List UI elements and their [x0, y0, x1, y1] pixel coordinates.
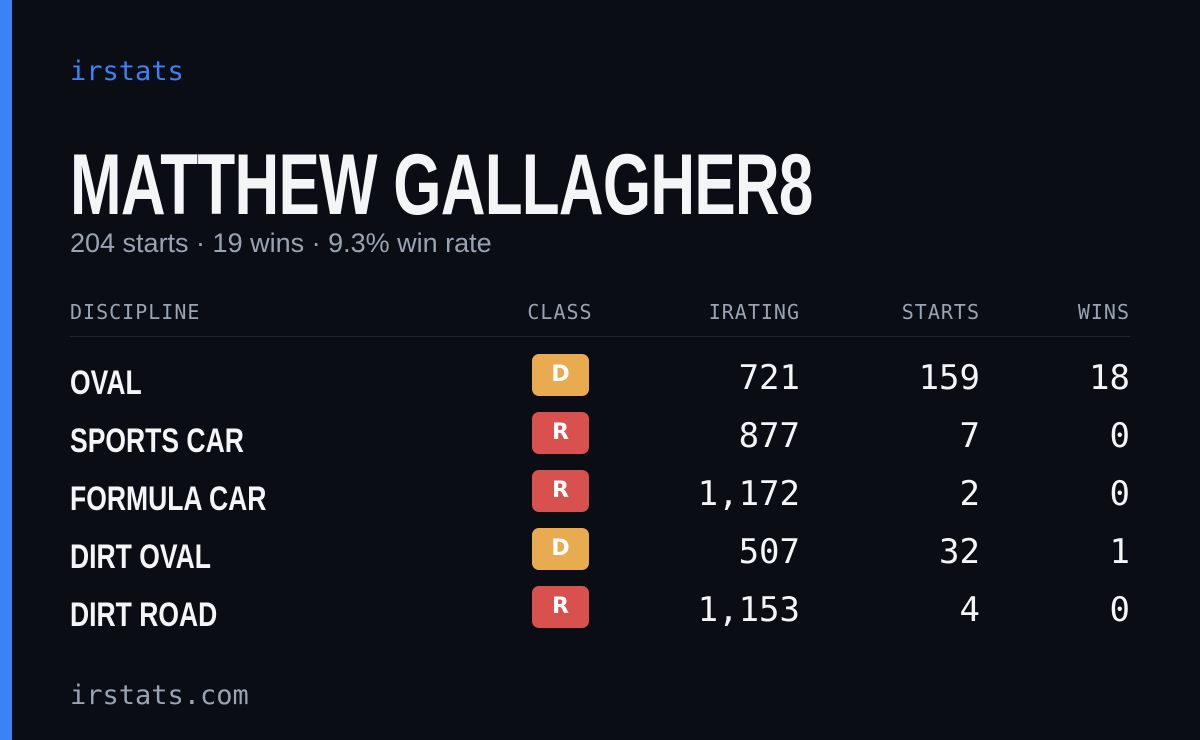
- stat: 159: [918, 358, 980, 398]
- stat: 0: [1109, 474, 1130, 514]
- discipline: DIRT OVAL: [70, 538, 211, 576]
- column-header: IRATING: [708, 300, 800, 324]
- stat: 0: [1109, 590, 1130, 630]
- driver-name: MATTHEW GALLAGHER8: [70, 137, 813, 233]
- header-rule: [70, 336, 1130, 337]
- discipline: OVAL: [70, 364, 142, 402]
- column-header: DISCIPLINE: [70, 300, 201, 324]
- stat: 2: [959, 474, 980, 514]
- stat: 32: [939, 532, 980, 572]
- discipline: SPORTS CAR: [70, 422, 244, 460]
- column-header: STARTS: [901, 300, 980, 324]
- stat: 877: [738, 416, 800, 456]
- class-badge: R: [532, 470, 589, 512]
- column-header: CLASS: [527, 300, 593, 324]
- column-header: WINS: [1077, 300, 1130, 324]
- stat: 721: [738, 358, 800, 398]
- discipline: FORMULA CAR: [70, 480, 267, 518]
- stat: 1,172: [697, 474, 800, 514]
- class-badge: D: [532, 528, 589, 570]
- stat: 1: [1109, 532, 1130, 572]
- stat: 7: [959, 416, 980, 456]
- footer: irstats.com: [70, 680, 249, 711]
- stat: 18: [1089, 358, 1130, 398]
- discipline: DIRT ROAD: [70, 596, 218, 634]
- stat: 0: [1109, 416, 1130, 456]
- summary: 204 starts · 19 wins · 9.3% win rate: [70, 228, 492, 258]
- class-badge: R: [532, 412, 589, 454]
- stat: 507: [738, 532, 800, 572]
- stat: 4: [959, 590, 980, 630]
- brand: irstats: [70, 56, 184, 87]
- class-badge: D: [532, 354, 589, 396]
- accent-bar: [0, 0, 12, 740]
- stat: 1,153: [697, 590, 800, 630]
- class-badge: R: [532, 586, 589, 628]
